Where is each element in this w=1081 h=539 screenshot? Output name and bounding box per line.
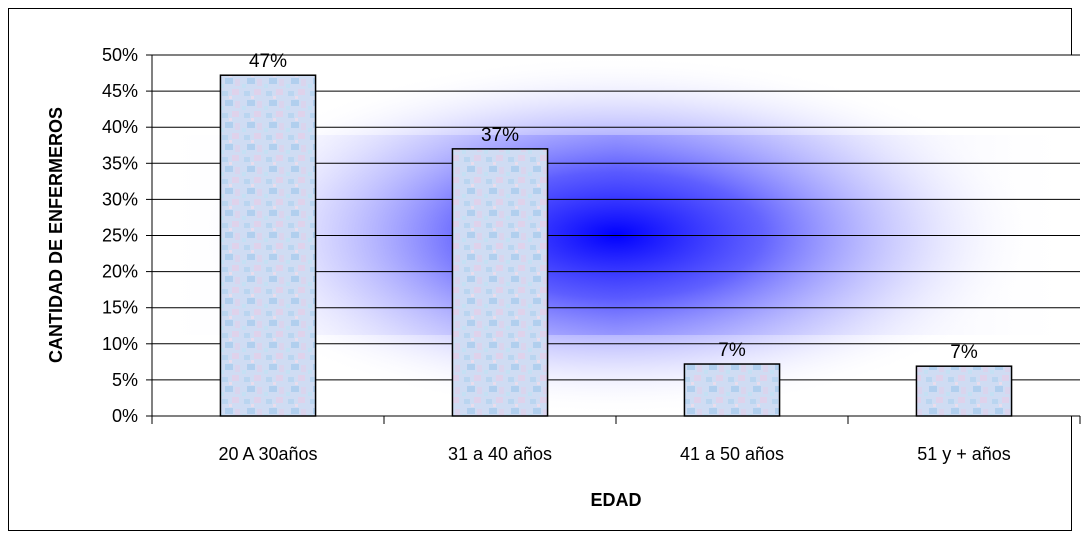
y-tick-label: 15%: [102, 298, 138, 318]
x-tick-label: 41 a 50 años: [680, 444, 784, 464]
y-tick-label: 20%: [102, 262, 138, 282]
data-label: 7%: [718, 340, 746, 361]
bar: [219, 74, 317, 417]
bars: [219, 74, 1013, 417]
axes: [146, 54, 1081, 424]
y-tick-label: 45%: [102, 81, 138, 101]
y-tick-label: 50%: [102, 45, 138, 65]
y-tick-label: 0%: [112, 406, 138, 426]
y-axis-title: CANTIDAD DE ENFERMEROS: [46, 107, 66, 363]
data-labels: 47% 37% 7% 7%: [249, 51, 978, 363]
y-tick-labels: 0% 5% 10% 15% 20% 25% 30% 35% 40% 45% 50%: [102, 45, 138, 426]
y-tick-label: 25%: [102, 226, 138, 246]
data-label: 47%: [249, 51, 287, 72]
y-tick-label: 5%: [112, 370, 138, 390]
bar: [915, 365, 1013, 417]
x-tick-label: 51 y + años: [917, 444, 1011, 464]
y-tick-label: 30%: [102, 189, 138, 209]
x-tick-label: 31 a 40 años: [448, 444, 552, 464]
data-label: 37%: [481, 125, 519, 146]
x-axis-title: EDAD: [590, 490, 641, 510]
y-tick-label: 35%: [102, 153, 138, 173]
data-label: 7%: [950, 342, 978, 363]
bar: [683, 363, 781, 417]
x-tick-label: 20 A 30años: [218, 444, 317, 464]
y-tick-label: 40%: [102, 117, 138, 137]
x-tick-labels: 20 A 30años 31 a 40 años 41 a 50 años 51 y …: [218, 444, 1010, 464]
y-tick-label: 10%: [102, 334, 138, 354]
bar: [451, 148, 549, 417]
